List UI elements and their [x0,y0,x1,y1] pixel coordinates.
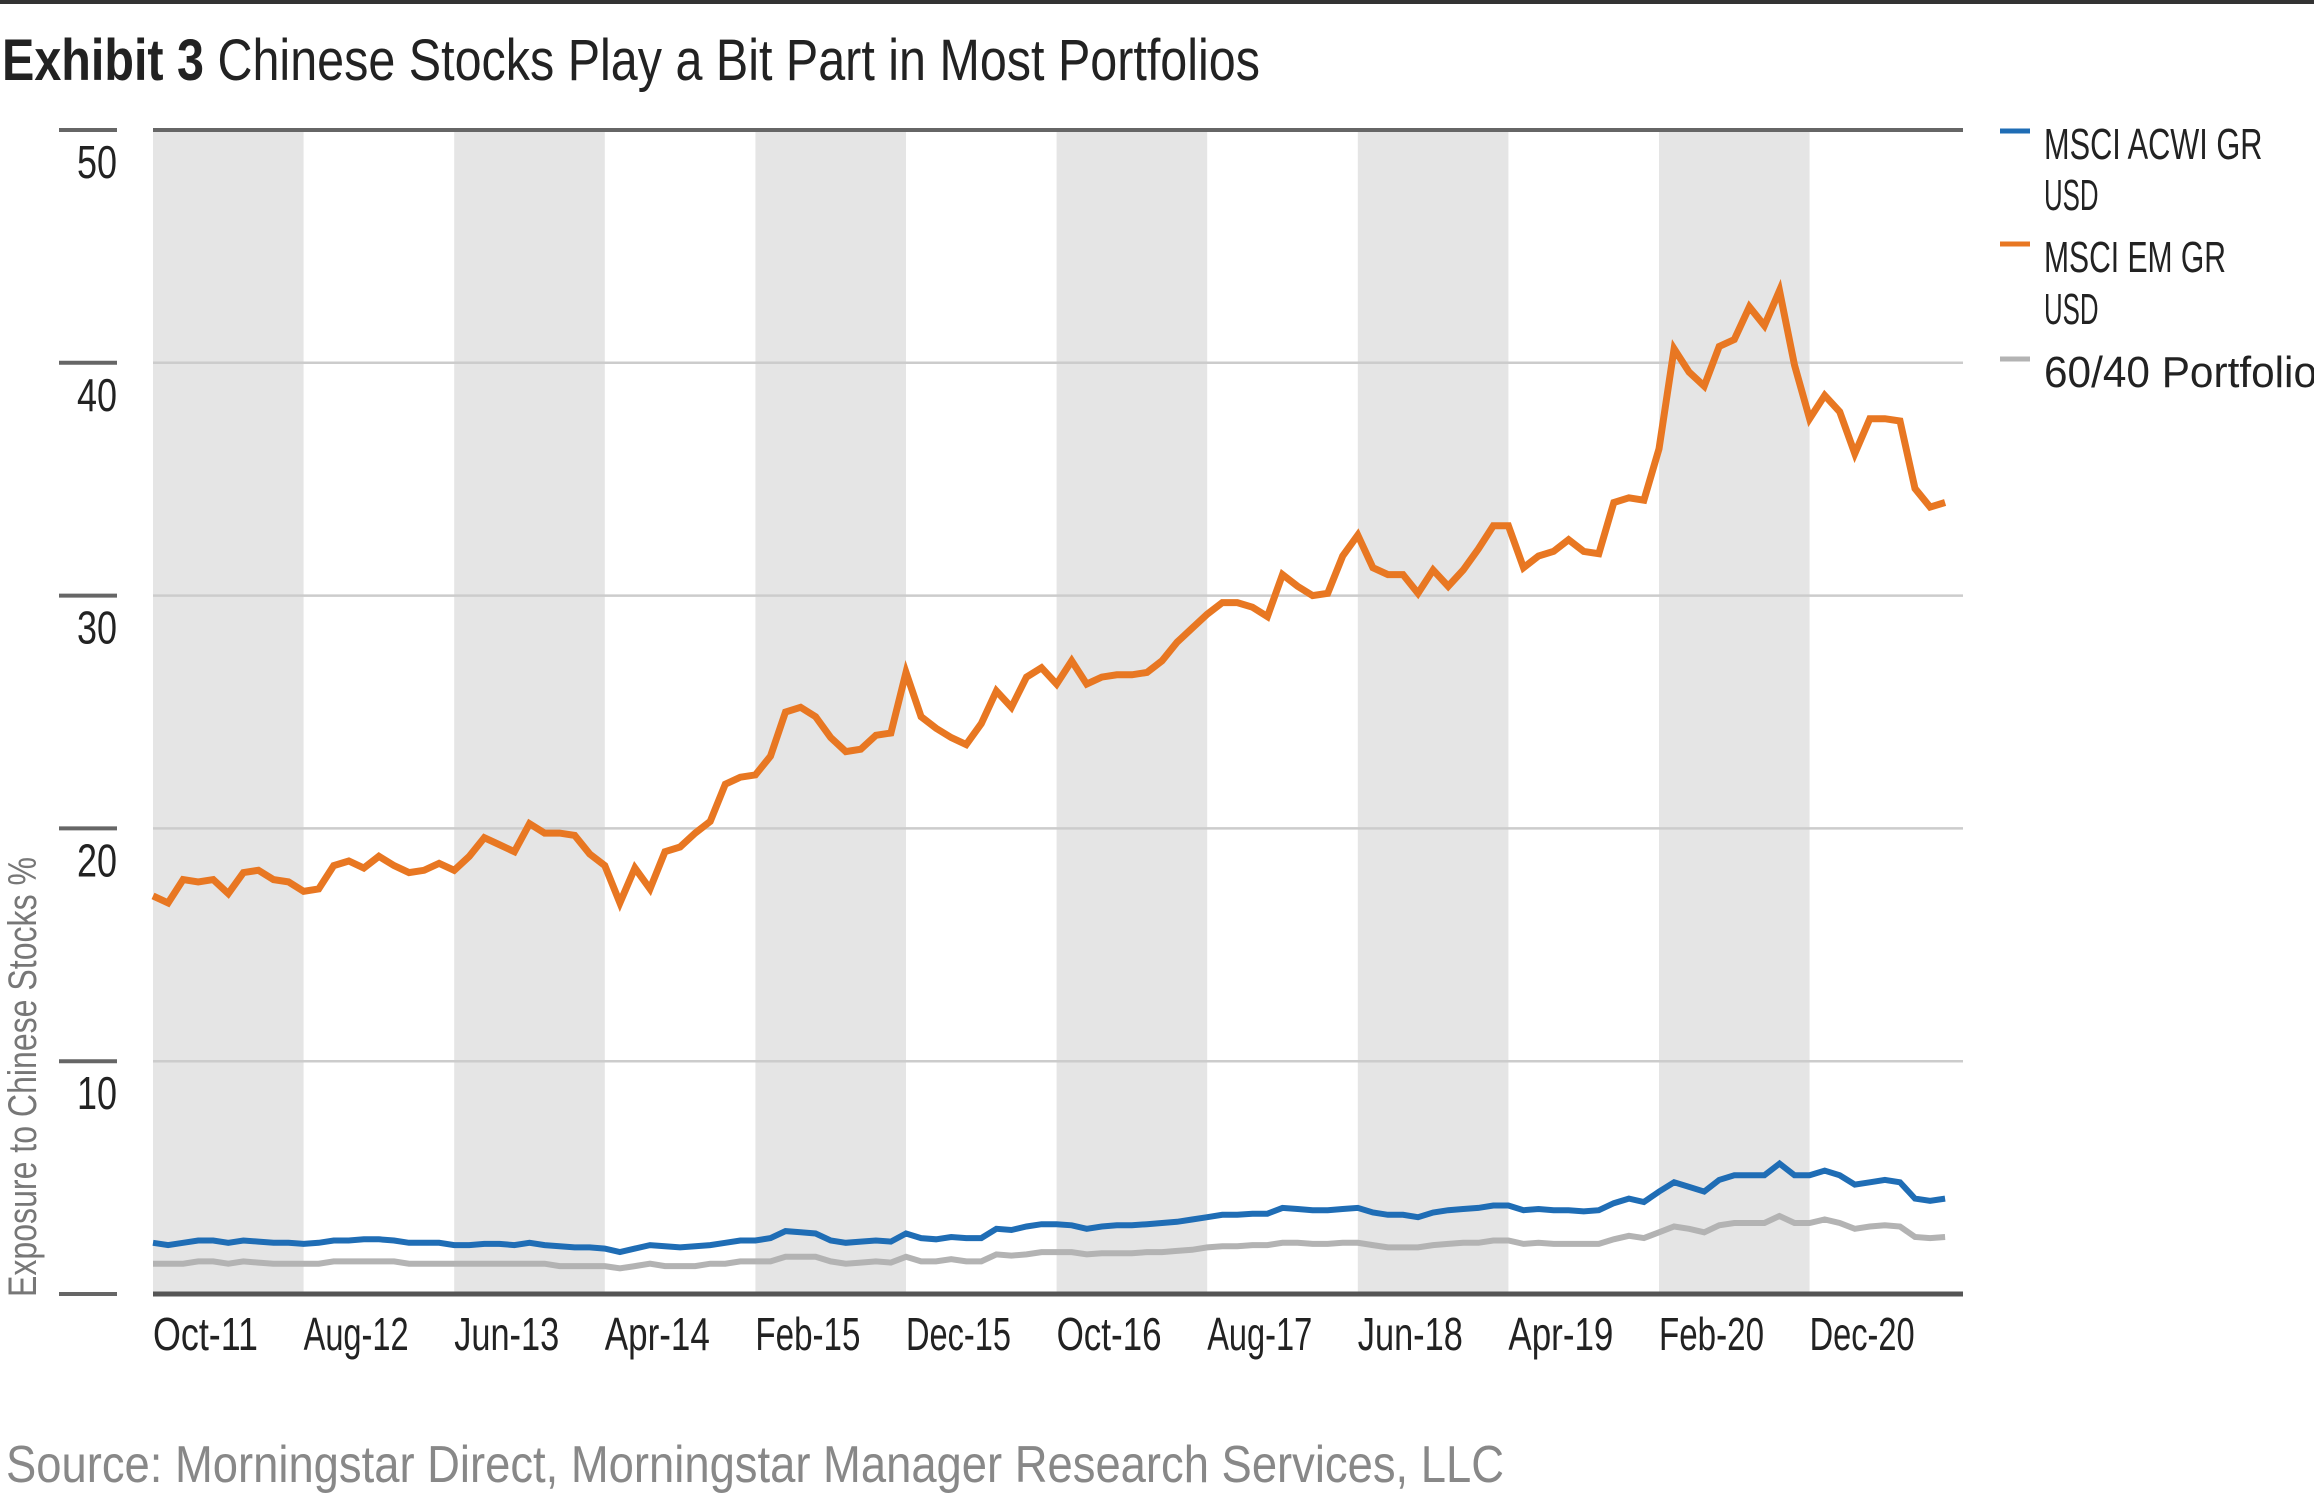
x-tick-label: Feb-15 [755,1308,860,1360]
chart-title: Exhibit 3 Chinese Stocks Play a Bit Part… [2,28,1260,93]
series-line-msci-em-gr-usd [151,278,1947,912]
title-prefix: Exhibit 3 [2,28,204,93]
series-lines [151,278,1947,1272]
legend-label: MSCI ACWI GR [2044,120,2262,169]
x-tick-label: Apr-19 [1508,1308,1613,1360]
shaded-band [454,130,605,1294]
y-axis-ticks: 10 20 30 40 50 [59,128,117,1296]
x-tick-label: Dec-20 [1810,1308,1915,1360]
series-line-msci-acwi-gr-usd [152,1159,1946,1256]
shaded-band [1056,130,1208,1294]
y-tick-label: 20 [77,834,117,886]
x-tick-label: Oct-11 [153,1308,258,1360]
y-tick-label: 30 [77,602,117,654]
x-tick-label: Jun-18 [1358,1308,1463,1360]
y-tick-label: 50 [77,136,117,188]
x-axis-ticks: Oct-11 Aug-12 Jun-13 Apr-14 Feb-15 Dec-15 Oct-… [153,1308,1915,1360]
y-axis-label: Exposure to Chinese Stocks % [1,857,45,1297]
x-tick-label: Feb-20 [1659,1308,1764,1360]
shaded-band [1357,130,1509,1294]
title-text: Chinese Stocks Play a Bit Part in Most P… [217,28,1260,93]
x-tick-label: Dec-15 [906,1308,1011,1360]
legend-label: USD [2044,171,2099,220]
x-tick-label: Aug-12 [304,1308,409,1360]
shaded-band [755,130,906,1294]
source-note: Source: Morningstar Direct, Morningstar … [6,1436,1504,1494]
gridlines [153,128,1963,1297]
x-tick-label: Aug-17 [1207,1308,1312,1360]
shaded-band [153,130,304,1294]
x-tick-label: Jun-13 [454,1308,559,1360]
legend-label: USD [2044,285,2099,334]
y-tick-label: 10 [77,1067,117,1119]
legend-label: 60/40 Portfolio [2044,348,2314,397]
top-border [0,0,2314,4]
shaded-band [1659,130,1810,1294]
x-tick-label: Apr-14 [605,1308,710,1360]
legend-label: MSCI EM GR [2044,233,2226,282]
y-tick-label: 40 [77,369,117,421]
x-tick-label: Oct-16 [1057,1308,1162,1360]
shaded-bands [153,130,1810,1294]
series-line-60-40-portfolio [153,1212,1946,1272]
